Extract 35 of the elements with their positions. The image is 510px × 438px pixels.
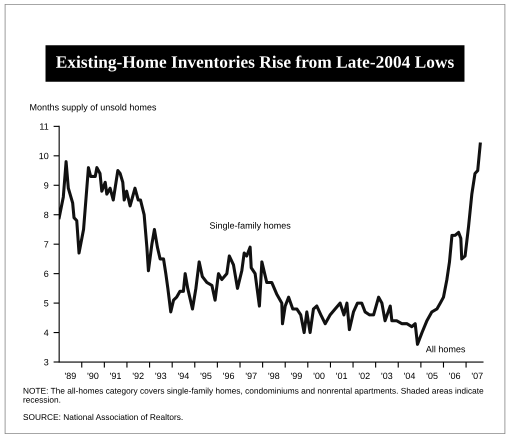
x-tick-label: '97 (246, 372, 257, 380)
y-tick-label: 4 (44, 330, 48, 336)
y-tick-label: 5 (44, 300, 48, 306)
x-tick-label: '93 (155, 372, 166, 380)
y-tick-label: 6 (44, 270, 48, 277)
y-tick-label: 7 (44, 241, 48, 248)
x-tick-label: '92 (132, 372, 144, 380)
y-tick-label: 11 (40, 123, 48, 130)
line-series (59, 142, 482, 346)
y-axis-title: Months supply of unsold homes (30, 104, 156, 112)
x-tick-label: '98 (268, 372, 280, 380)
x-tick-label: '00 (314, 372, 325, 380)
annotation: All homes (426, 346, 466, 352)
x-tick-label: '07 (472, 372, 483, 380)
x-tick-label: '03 (381, 372, 392, 380)
x-tick-label: '90 (88, 372, 98, 380)
x-tick-label: '01 (336, 372, 348, 380)
x-tick-label: '89 (64, 372, 76, 380)
x-tick-label: '05 (426, 372, 438, 380)
x-tick-label: '06 (449, 372, 460, 380)
y-tick-label: 10 (39, 152, 48, 160)
x-tick-label: '96 (223, 372, 234, 380)
text: NOTE: The all-homes category covers single-family homes, condominiums and nonrental apartments. Shaded areas indicate recession. (24, 388, 484, 403)
x-tick-label: '99 (290, 372, 302, 380)
y-tick-label: 9 (44, 182, 48, 189)
annotation: Single-family homes (210, 222, 290, 230)
y-tick-label: 3 (44, 358, 48, 366)
x-tick-label: '02 (358, 372, 370, 380)
source-note: SOURCE: National Association of Realtors. (23, 414, 182, 420)
chart-title: Existing-Home Inventories Rise from Late-2004 Lows (56, 55, 454, 72)
x-tick-label: '95 (200, 372, 212, 380)
x-tick-label: '94 (178, 372, 190, 380)
y-tick-label: 8 (44, 212, 48, 218)
x-tick-label: '04 (404, 372, 416, 380)
x-tick-label: '91 (110, 372, 121, 380)
